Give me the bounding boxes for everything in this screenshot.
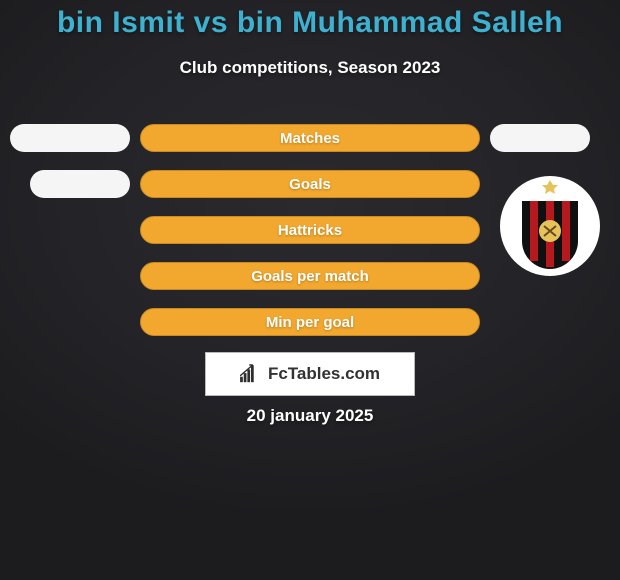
stat-label-pill: Goals <box>140 170 480 198</box>
page-title: bin Ismit vs bin Muhammad Salleh <box>0 6 620 40</box>
left-value-bar <box>10 124 130 152</box>
stat-row: Matches <box>0 124 620 154</box>
bars-icon <box>240 364 262 384</box>
left-value-bar <box>30 170 130 198</box>
comparison-card: bin Ismit vs bin Muhammad Salleh Club co… <box>0 0 620 580</box>
stat-row: Min per goal <box>0 308 620 338</box>
stat-label-pill: Goals per match <box>140 262 480 290</box>
right-value-bar <box>490 124 590 152</box>
crest-icon <box>500 176 600 276</box>
stat-label-pill: Matches <box>140 124 480 152</box>
stat-label-pill: Hattricks <box>140 216 480 244</box>
snapshot-date: 20 january 2025 <box>0 406 620 426</box>
subtitle: Club competitions, Season 2023 <box>0 58 620 78</box>
team-crest <box>500 176 600 276</box>
brand-text: FcTables.com <box>268 364 380 384</box>
brand-logo: FcTables.com <box>205 352 415 396</box>
stat-label-pill: Min per goal <box>140 308 480 336</box>
